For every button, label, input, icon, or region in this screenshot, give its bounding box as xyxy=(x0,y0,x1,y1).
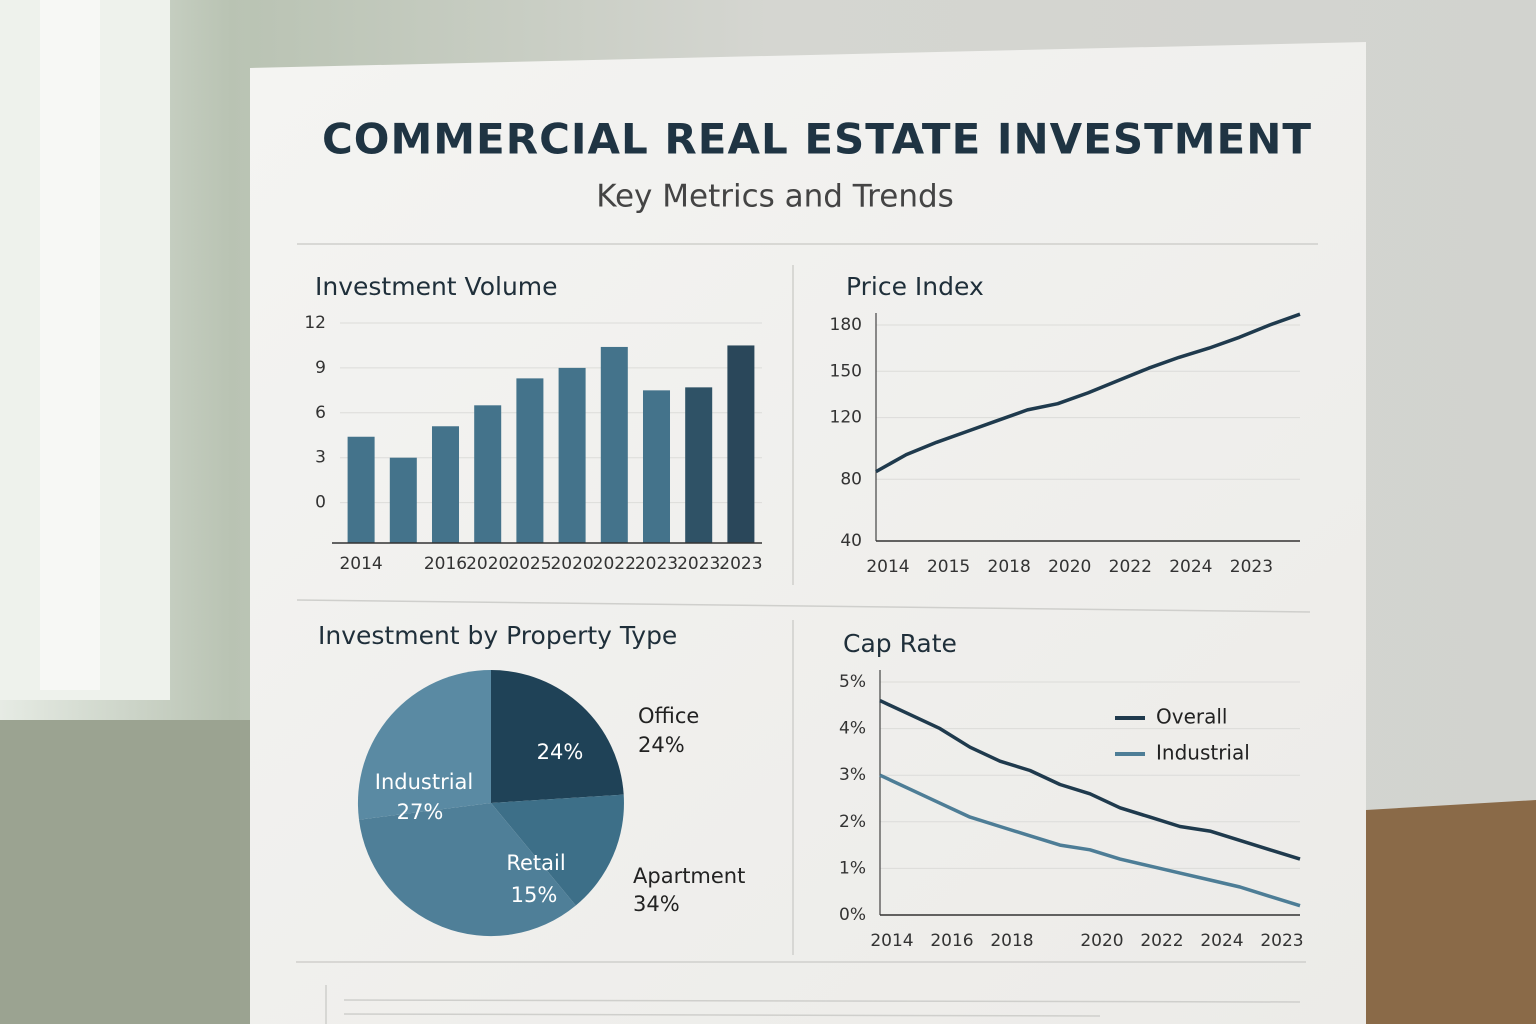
separator xyxy=(343,999,1301,1003)
bar xyxy=(642,390,671,543)
slice-value: 24% xyxy=(638,733,685,757)
chart-title: Investment Volume xyxy=(315,272,558,301)
bar xyxy=(727,345,755,543)
x-tick-label: 2015 xyxy=(927,557,970,577)
slice-value: 24% xyxy=(537,740,584,764)
bar xyxy=(347,436,375,543)
x-tick-label: 2022 xyxy=(1109,557,1152,577)
chart-title: Cap Rate xyxy=(843,629,957,658)
x-tick-label: 2023 xyxy=(1230,557,1273,577)
bar xyxy=(389,457,417,543)
x-tick-label: 2020 xyxy=(1048,557,1091,577)
pie-slice xyxy=(491,670,624,803)
y-tick-label: 5% xyxy=(839,672,866,692)
x-tick-label: 2022 xyxy=(593,554,636,574)
y-tick-label: 1% xyxy=(839,858,866,878)
x-tick-label: 2020 xyxy=(466,554,509,574)
legend-label: Overall xyxy=(1156,705,1227,729)
y-tick-label: 3 xyxy=(315,448,326,468)
page-subtitle: Key Metrics and Trends xyxy=(596,179,954,215)
y-tick-label: 120 xyxy=(830,408,862,428)
y-tick-label: 40 xyxy=(840,531,862,551)
bar xyxy=(558,367,586,543)
bar xyxy=(474,405,502,543)
slice-value: 34% xyxy=(633,892,680,916)
y-tick-label: 2% xyxy=(839,812,866,832)
line-series xyxy=(879,699,1301,861)
x-tick-label: 2023 xyxy=(635,554,678,574)
x-tick-label: 2025 xyxy=(508,554,551,574)
x-tick-label: 2018 xyxy=(988,557,1031,577)
window-frame xyxy=(40,0,100,690)
slice-name: Office xyxy=(638,704,699,728)
y-tick-label: 12 xyxy=(304,313,326,333)
y-tick-label: 9 xyxy=(315,358,326,378)
y-tick-label: 0 xyxy=(315,493,326,513)
y-tick-label: 0% xyxy=(839,905,866,925)
separator xyxy=(343,1013,1101,1017)
table xyxy=(1366,800,1536,1024)
y-tick-label: 180 xyxy=(830,315,862,335)
x-tick-label: 2020 xyxy=(1080,931,1123,951)
sill xyxy=(0,720,250,1024)
x-tick-label: 2018 xyxy=(990,931,1033,951)
x-tick-label: 2020 xyxy=(550,554,593,574)
slice-value: 27% xyxy=(397,800,444,824)
y-tick-label: 6 xyxy=(315,403,326,423)
bar xyxy=(600,346,628,543)
slice-name: Retail xyxy=(506,851,565,875)
pie-slice xyxy=(359,803,576,937)
y-tick-label: 80 xyxy=(840,469,862,489)
chart-title: Price Index xyxy=(846,272,984,301)
bar xyxy=(516,378,544,543)
legend-label: Industrial xyxy=(1156,741,1250,765)
slice-value: 15% xyxy=(511,883,558,907)
x-tick-label: 2022 xyxy=(1140,931,1183,951)
line-series xyxy=(879,773,1301,908)
line-series xyxy=(875,312,1301,474)
slice-name: Industrial xyxy=(375,770,474,794)
x-tick-label: 2014 xyxy=(866,557,909,577)
y-tick-label: 3% xyxy=(839,765,866,785)
x-tick-label: 2014 xyxy=(339,554,382,574)
x-tick-label: 2023 xyxy=(677,554,720,574)
x-tick-label: 2014 xyxy=(870,931,913,951)
y-tick-label: 4% xyxy=(839,719,866,739)
x-tick-label: 2016 xyxy=(424,554,467,574)
bar xyxy=(685,387,713,543)
separator xyxy=(296,599,1311,613)
bar xyxy=(431,426,460,543)
separators xyxy=(296,243,1318,1024)
x-tick-label: 2024 xyxy=(1200,931,1243,951)
page-title: COMMERCIAL REAL ESTATE INVESTMENT xyxy=(322,115,1312,164)
x-tick-label: 2016 xyxy=(930,931,973,951)
pie-slice xyxy=(357,670,491,820)
chart-title: Investment by Property Type xyxy=(318,621,677,650)
x-tick-label: 2023 xyxy=(1260,931,1303,951)
pie-slice xyxy=(491,794,624,906)
x-tick-label: 2023 xyxy=(719,554,762,574)
y-tick-label: 150 xyxy=(830,361,862,381)
slice-name: Apartment xyxy=(633,864,745,888)
x-tick-label: 2024 xyxy=(1169,557,1212,577)
